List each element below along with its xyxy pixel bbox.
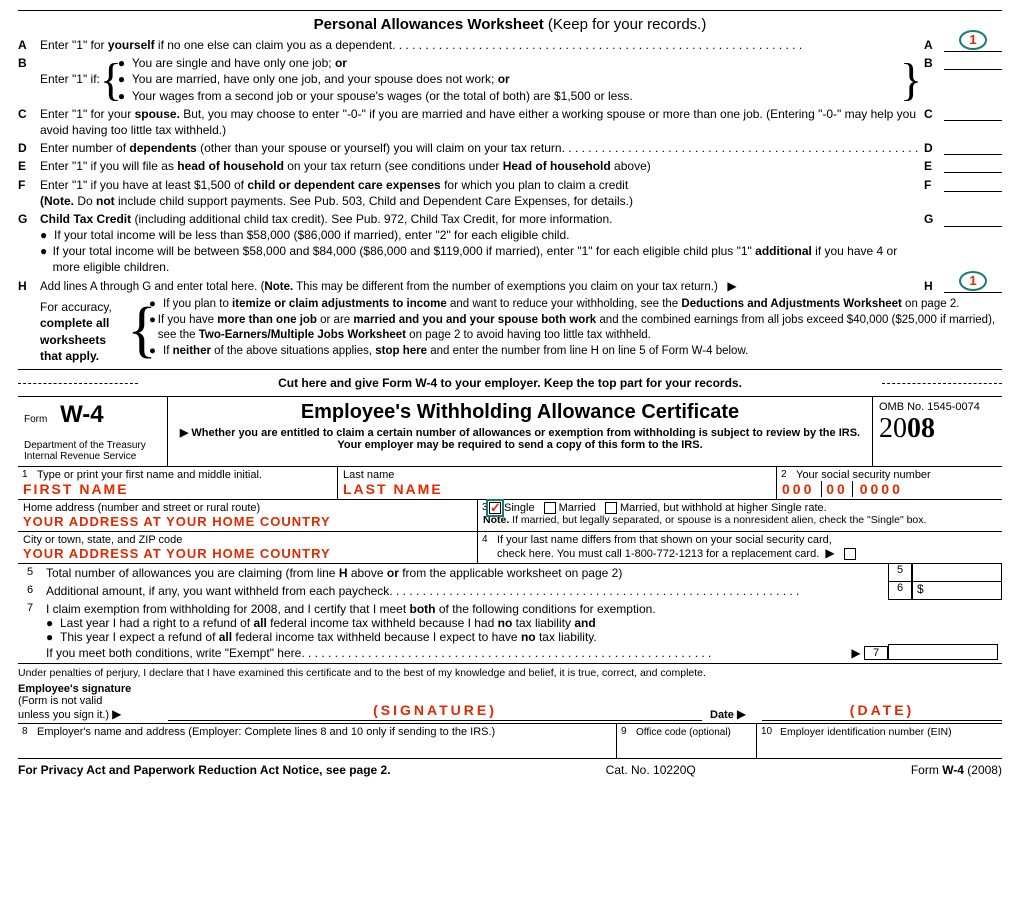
line-g: G Child Tax Credit (including additional… <box>18 210 1002 277</box>
lines-5-7: 5 Total number of allowances you are cla… <box>18 564 1002 662</box>
form-header: Form W-4 Department of the Treasury Inte… <box>18 396 1002 467</box>
line-b-right-letter: B <box>924 55 938 71</box>
brace-right-icon: } <box>904 55 918 104</box>
row-1: 1 Type or print your first name and midd… <box>18 467 1002 500</box>
first-name-field[interactable]: FIRST NAME <box>23 481 129 497</box>
line-f: F Enter "1" if you have at least $1,500 … <box>18 176 1002 210</box>
line-b: B Enter "1" if: { ●You are single and ha… <box>18 54 1002 105</box>
form-subtitle: ▶ Whether you are entitled to claim a ce… <box>174 426 866 451</box>
line-c-blank[interactable] <box>944 107 1002 121</box>
footer-right: Form W-4 (2008) <box>911 763 1002 777</box>
brace-left-icon: { <box>135 297 149 364</box>
date-field[interactable]: (DATE) <box>762 702 1002 721</box>
line-c: C Enter "1" for your spouse. But, you ma… <box>18 105 1002 139</box>
arrow-right-icon: ▶ <box>825 546 834 560</box>
single-checkbox[interactable] <box>489 502 501 514</box>
name-differs-checkbox[interactable] <box>844 548 856 560</box>
signature-field[interactable]: (SIGNATURE) <box>168 702 702 721</box>
line-g-blank[interactable] <box>944 213 1002 227</box>
line-b-lead: Enter "1" if: <box>40 71 104 87</box>
line-h-blank[interactable]: 1 <box>944 279 1002 293</box>
row-address-3: Home address (number and street or rural… <box>18 500 1002 532</box>
line-e: E Enter "1" if you will file as head of … <box>18 157 1002 175</box>
line-e-blank[interactable] <box>944 159 1002 173</box>
divider <box>18 369 1002 370</box>
form-number: W-4 <box>60 401 104 428</box>
form-title: Employee's Withholding Allowance Certifi… <box>174 401 866 424</box>
worksheet-title-bold: Personal Allowances Worksheet <box>314 16 544 33</box>
home-address-field[interactable]: YOUR ADDRESS AT YOUR HOME COUNTRY <box>23 514 331 529</box>
line7-value[interactable] <box>888 644 998 660</box>
line-d: D Enter number of dependents (other than… <box>18 139 1002 157</box>
line-f-blank[interactable] <box>944 178 1002 192</box>
arrow-right-icon: ▶ <box>851 646 860 660</box>
signature-row: Employee's signature (Form is not valid … <box>18 681 1002 723</box>
line-b-blank[interactable] <box>944 56 1002 70</box>
omb-number: OMB No. 1545-0074 <box>879 401 996 413</box>
line-a: A Enter "1" for yourself if no one else … <box>18 36 1002 54</box>
line-a-value-circled: 1 <box>959 30 987 50</box>
line-a-blank[interactable]: 1 <box>944 38 1002 52</box>
married-checkbox[interactable] <box>544 502 556 514</box>
line-a-right-letter: A <box>924 37 938 53</box>
line-h: H Add lines A through G and enter total … <box>18 277 1002 297</box>
arrow-right-icon: ▶ <box>112 707 121 721</box>
row-city-4: City or town, state, and ZIP code YOUR A… <box>18 532 1002 564</box>
ssn-field[interactable]: 000 00 0000 <box>782 481 903 497</box>
line-b-letter: B <box>18 55 40 71</box>
line-d-blank[interactable] <box>944 141 1002 155</box>
city-state-zip-field[interactable]: YOUR ADDRESS AT YOUR HOME COUNTRY <box>23 546 331 561</box>
footer-catalog: Cat. No. 10220Q <box>606 763 696 777</box>
footer-left: For Privacy Act and Paperwork Reduction … <box>18 763 391 777</box>
accuracy-block: For accuracy, complete all worksheets th… <box>18 296 1002 365</box>
line-h-value-circled: 1 <box>959 271 987 291</box>
brace-left-icon: { <box>104 55 118 104</box>
row-8: 8 Employer's name and address (Employer:… <box>18 723 1002 759</box>
worksheet-title-rest: (Keep for your records.) <box>544 16 707 33</box>
line5-value[interactable] <box>912 564 1002 582</box>
penalties-statement: Under penalties of perjury, I declare th… <box>18 665 1002 681</box>
worksheet-title: Personal Allowances Worksheet (Keep for … <box>18 13 1002 36</box>
married-single-rate-checkbox[interactable] <box>605 502 617 514</box>
last-name-field[interactable]: LAST NAME <box>343 481 443 497</box>
cut-line: Cut here and give Form W-4 to your emplo… <box>18 376 1002 390</box>
line-a-body: Enter "1" for yourself if no one else ca… <box>40 37 924 53</box>
arrow-right-icon: ▶ <box>737 707 746 721</box>
line6-value[interactable]: $ <box>912 582 1002 600</box>
line-a-letter: A <box>18 37 40 53</box>
arrow-right-icon: ▶ <box>727 279 736 293</box>
top-rule <box>18 10 1002 11</box>
footer: For Privacy Act and Paperwork Reduction … <box>18 759 1002 777</box>
